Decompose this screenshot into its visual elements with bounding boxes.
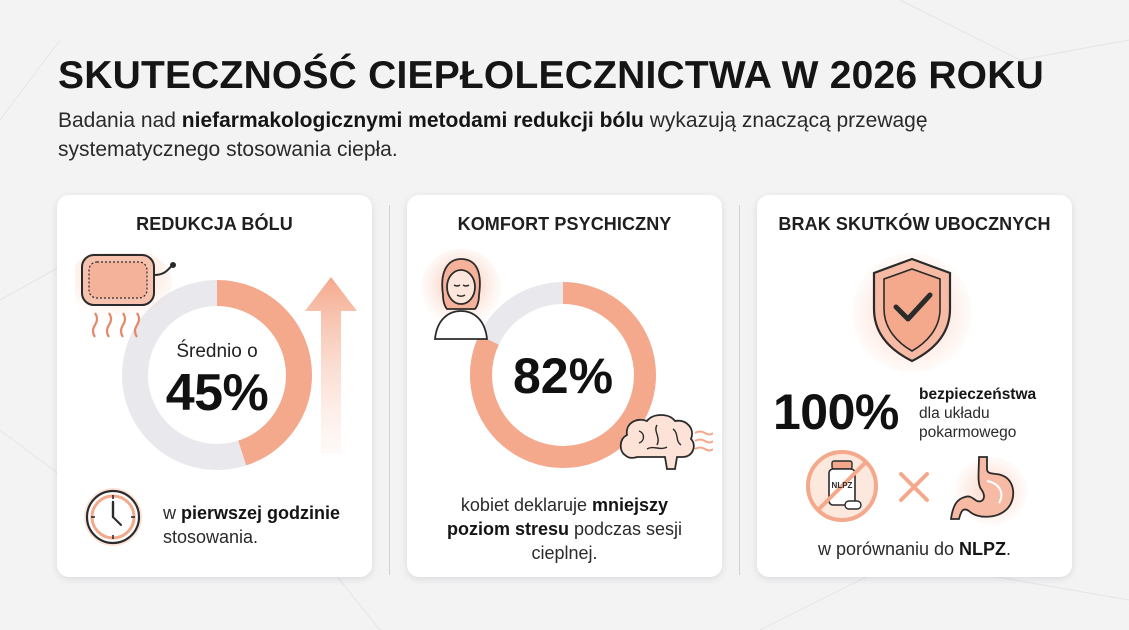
caption-bold: NLPZ (959, 539, 1007, 559)
page-subtitle: Badania nad niefarmakologicznymi metodam… (58, 106, 1058, 164)
note-line-3: pokarmowego (919, 424, 1017, 441)
donut-chart (122, 280, 312, 470)
caption-bold-1: mniejszy (592, 495, 669, 515)
header: SKUTECZNOŚĆ CIEPŁOLECZNICTWA W 2026 ROKU… (58, 54, 1078, 164)
caption-bold-2: poziom stresu (446, 519, 569, 539)
no-pills-icon: NLPZ (805, 449, 879, 523)
caption-bold: pierwszej godzinie (181, 503, 341, 523)
caption-post: stosowania. (163, 527, 259, 547)
woman-face-icon (421, 249, 501, 340)
card-title: KOMFORT PSYCHICZNY (457, 214, 672, 234)
shield-check-icon (852, 253, 972, 373)
card-no-side-effects: BRAK SKUTKÓW UBOCZNYCH 100% bezpieczeńst… (757, 195, 1072, 577)
comfort-caption: kobiet deklaruje mniejszy poziom stresu p… (427, 493, 702, 565)
donut-chart (470, 282, 656, 468)
safety-value: 100% (773, 384, 899, 440)
pain-caption: w pierwszej godzinie stosowania. (163, 501, 363, 549)
caption-pre: kobiet deklaruje (460, 495, 593, 515)
pain-prefix-text: Średnio o (176, 341, 258, 362)
subtitle-pre: Badania nad (58, 109, 182, 132)
card-title: REDUKCJA BÓLU (136, 214, 293, 234)
safety-caption: w porównaniu do NLPZ. (767, 537, 1062, 561)
divider (739, 205, 740, 575)
note-line-2: dla układu (919, 405, 990, 422)
up-arrow-icon (305, 277, 357, 453)
subtitle-post: wykazują znaczącą przewagę systematyczne… (58, 109, 928, 161)
divider (389, 205, 390, 575)
comfort-value: 82% (512, 348, 614, 404)
card-title: BRAK SKUTKÓW UBOCZNYCH (778, 214, 1051, 234)
caption-pre: w (163, 503, 181, 523)
stomach-icon (949, 456, 1027, 525)
clock-icon (84, 488, 142, 546)
pill-label: NLPZ (831, 481, 853, 490)
card-pain-reduction: REDUKCJA BÓLU Średnio o 45% (57, 195, 372, 577)
pain-value: 45% (165, 364, 269, 422)
caption-pre: w porównaniu do (817, 539, 960, 559)
caption-post: . (1006, 539, 1012, 559)
progress-arc (122, 280, 312, 470)
card-mental-comfort: KOMFORT PSYCHICZNY 82% kobiet deklaruje … (407, 195, 722, 577)
times-icon (899, 472, 929, 502)
brain-icon (619, 414, 713, 470)
safety-note: bezpieczeństwa dla układu pokarmowego (919, 385, 1069, 442)
progress-arc (470, 282, 656, 468)
caption-post: podczas sesji cieplnej. (531, 519, 683, 563)
note-bold: bezpieczeństwa (919, 386, 1037, 403)
page-title: SKUTECZNOŚĆ CIEPŁOLECZNICTWA W 2026 ROKU (58, 54, 1044, 97)
heat-pad-icon (75, 253, 176, 338)
subtitle-bold: niefarmakologicznymi metodami redukcji b… (181, 109, 644, 132)
